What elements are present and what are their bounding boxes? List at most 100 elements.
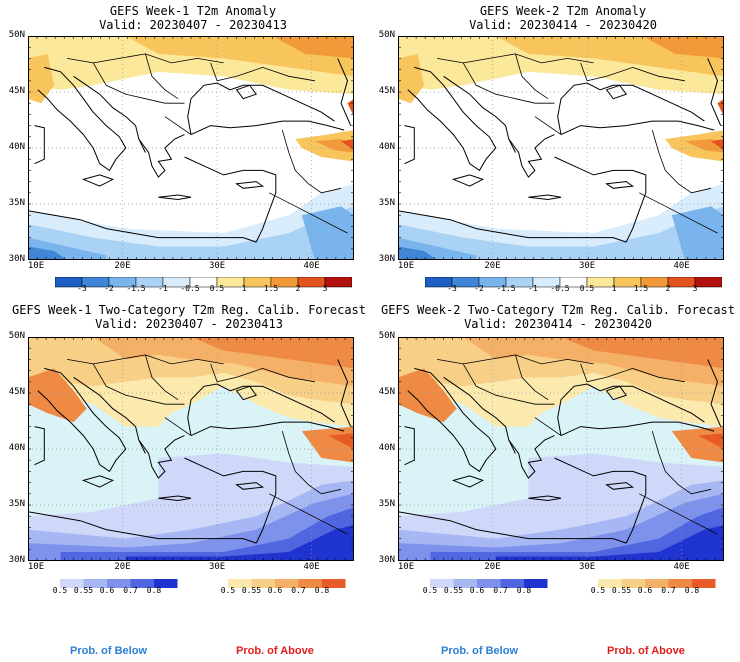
country-border — [210, 62, 315, 82]
colorbar-swatch — [621, 579, 645, 588]
country-border — [92, 363, 185, 405]
coastline — [605, 181, 635, 189]
country-border — [164, 116, 192, 135]
panel4-title-line2: Valid: 20230414 - 20230420 — [464, 317, 652, 331]
coastline — [557, 383, 705, 436]
coastline — [398, 511, 627, 544]
country-border — [281, 430, 342, 495]
country-border — [515, 354, 549, 401]
colorbar-svg — [424, 276, 723, 288]
lat-label: 40N — [8, 443, 25, 453]
anomaly-fill-italy-west — [398, 53, 425, 104]
lat-label: 50N — [8, 30, 25, 40]
lat-label: 30N — [8, 254, 25, 264]
country-border — [281, 129, 342, 194]
colorbar-tick-label: 3 — [322, 284, 328, 293]
anomaly-fill-minus-1 — [398, 206, 724, 260]
colorbar-swatch — [524, 579, 548, 588]
lat-label: 35N — [8, 198, 25, 208]
colorbar-tick-label: 0.55 — [241, 586, 262, 595]
colorbar-swatch — [83, 579, 107, 588]
colorbar-svg — [54, 276, 353, 288]
coastline — [707, 359, 722, 427]
lon-label: 10E — [397, 261, 415, 271]
lon-label: 10E — [27, 562, 45, 572]
prob-below-label-week1: Prob. of Below — [70, 645, 147, 657]
colorbar-tick-label: -3 — [447, 284, 457, 293]
coastline — [605, 84, 628, 100]
coastline — [158, 495, 192, 502]
map-svg — [28, 337, 354, 561]
lon-label: 40E — [303, 562, 320, 572]
colorbar-tick-label: 0.55 — [73, 586, 94, 595]
lon-label: 20E — [484, 562, 501, 572]
country-border — [534, 417, 562, 436]
anomaly-fill-minus-1 — [28, 206, 354, 260]
lon-label: 40E — [673, 562, 690, 572]
lat-label: 35N — [378, 198, 395, 208]
colorbar-swatch — [477, 579, 501, 588]
anomaly-fill-east-turkey — [295, 130, 354, 162]
anomaly-fill-east-africa — [301, 206, 354, 260]
coastline — [407, 367, 497, 473]
coastline — [508, 134, 555, 178]
colorbar-tick-label: -1.5 — [126, 284, 146, 293]
panel3-title: GEFS Week-1 Two-Category T2m Reg. Calib.… — [10, 303, 368, 331]
coastline — [190, 421, 345, 437]
prob-below-0.7 — [430, 507, 724, 561]
coastline — [605, 385, 628, 401]
prob-below-0.7 — [60, 507, 354, 561]
probability-map-week1 — [28, 337, 354, 561]
country-border — [269, 493, 348, 535]
prob-above-italy — [28, 368, 87, 423]
coastline — [235, 181, 265, 189]
country-border — [145, 354, 179, 401]
coastline — [81, 475, 115, 488]
map-svg — [28, 36, 354, 260]
lat-label: 40N — [8, 142, 25, 152]
colorbar-swatch — [645, 579, 669, 588]
coastline — [34, 426, 45, 466]
coastline — [557, 82, 705, 135]
panel2-title: GEFS Week-2 T2m Anomaly Valid: 20230414 … — [398, 4, 728, 32]
panel4-title-line1: GEFS Week-2 Two-Category T2m Reg. Calib.… — [380, 303, 735, 317]
lon-label: 40E — [303, 261, 320, 271]
anomaly-fill-italy-west — [28, 53, 55, 104]
colorbar-tick-label: 0.7 — [493, 586, 508, 595]
colorbar-tick-label: -1.5 — [496, 284, 516, 293]
coastline — [187, 383, 335, 436]
colorbar-swatch — [154, 579, 178, 588]
colorbar-tick-label: 0.6 — [267, 586, 283, 595]
lat-label: 50N — [8, 331, 25, 341]
colorbar-tick-label: 0.8 — [314, 586, 330, 595]
colorbar-tick-label: 0.8 — [146, 586, 162, 595]
coastline — [404, 125, 415, 165]
colorbar-tick-label: 0.7 — [661, 586, 676, 595]
coastline — [528, 495, 562, 502]
country-border — [639, 192, 718, 234]
colorbar-svg — [208, 579, 346, 588]
prob-above-italy — [398, 368, 457, 423]
country-border — [534, 116, 562, 135]
country-border — [92, 62, 185, 104]
country-border — [269, 192, 348, 234]
coastline — [554, 156, 647, 243]
anomaly-map-week1 — [28, 36, 354, 260]
colorbar-swatch — [410, 579, 430, 588]
coastline — [190, 120, 345, 136]
colorbar-swatch — [251, 579, 275, 588]
lat-label: 30N — [8, 555, 25, 565]
colorbar-tick-label: 3 — [692, 284, 698, 293]
coastline — [37, 367, 127, 473]
coastline — [34, 125, 45, 165]
prob-above-0.7 — [191, 337, 354, 369]
colorbar-swatch — [322, 579, 346, 588]
lon-label: 10E — [397, 562, 415, 572]
colorbar-swatch — [228, 579, 252, 588]
country-border — [67, 354, 224, 365]
colorbar-tick-label: 0.6 — [469, 586, 485, 595]
coastline — [158, 194, 192, 201]
coastline — [443, 376, 516, 454]
lon-label: 40E — [673, 261, 690, 271]
colorbar-tick-label: 1.5 — [263, 284, 279, 293]
